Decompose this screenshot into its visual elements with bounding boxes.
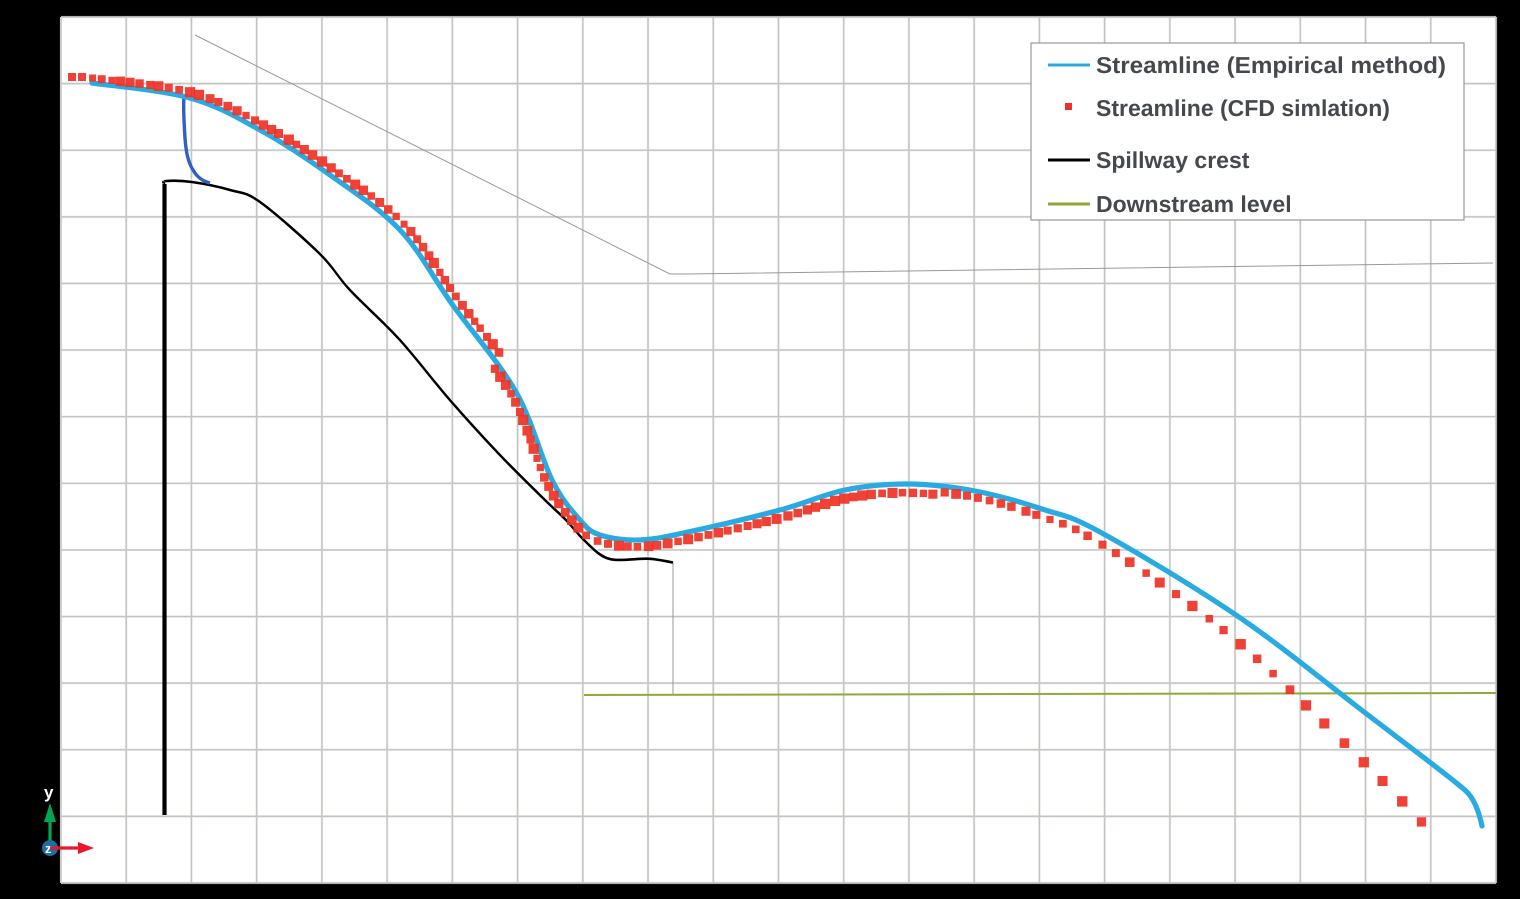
svg-text:Downstream level: Downstream level: [1096, 191, 1292, 217]
svg-text:Streamline (CFD simlation): Streamline (CFD simlation): [1096, 95, 1390, 121]
svg-text:Streamline (Empirical method): Streamline (Empirical method): [1096, 52, 1446, 78]
svg-text:Spillway crest: Spillway crest: [1096, 147, 1250, 173]
svg-text:y: y: [44, 783, 54, 802]
